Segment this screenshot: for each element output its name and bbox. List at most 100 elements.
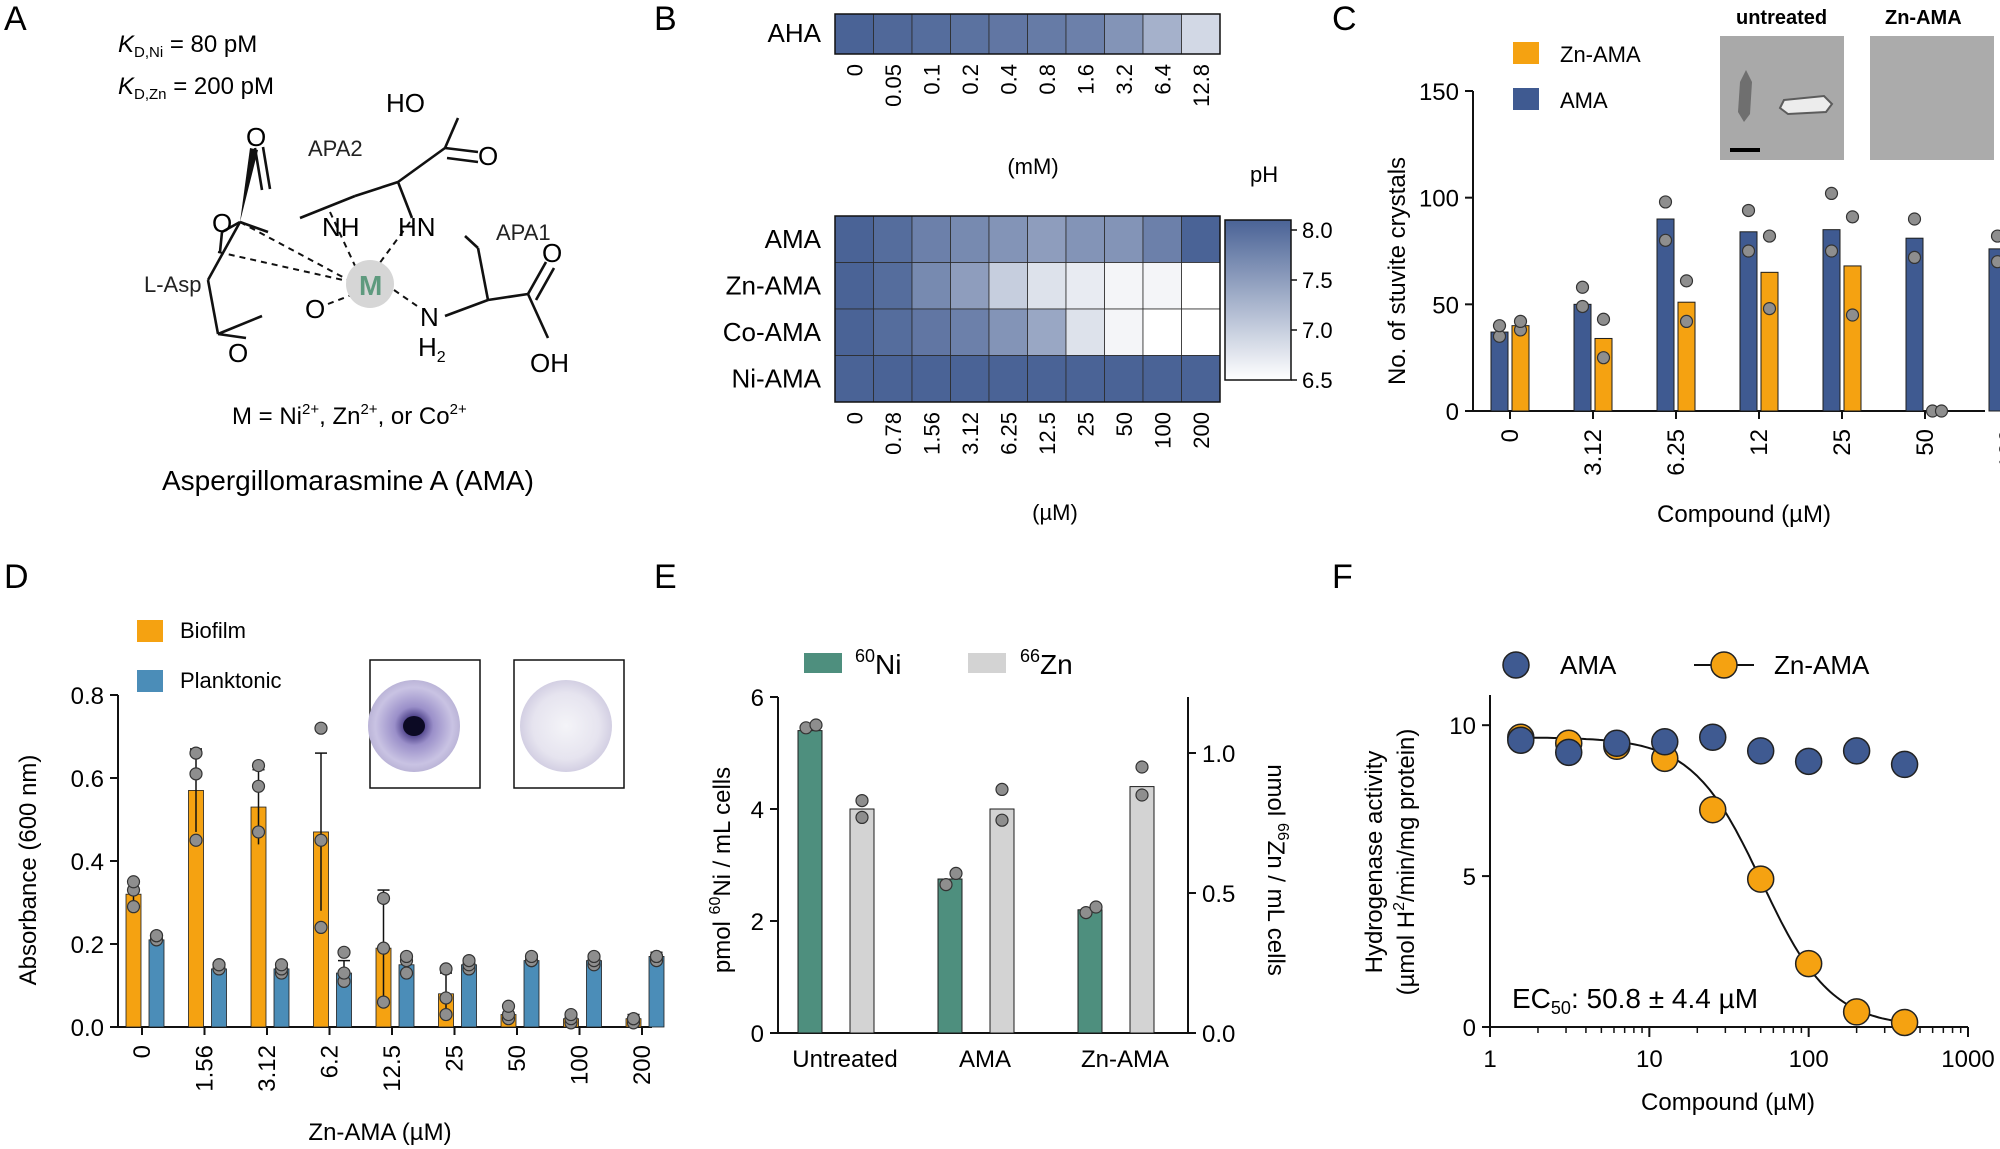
c-bar-ama [1905,237,1924,412]
d-y-tick-label: 0.8 [71,683,104,710]
colorbar-tick-label: 8.0 [1302,218,1333,243]
heatmap-row-label: AMA [765,224,822,254]
heatmap-cell [950,215,990,263]
f-legend-label-zn-ama: Zn-AMA [1774,650,1870,680]
heatmap-cell [834,13,874,55]
c-data-point [1824,244,1839,258]
e-legend-ni-mass: 60 [855,646,875,666]
f-legend-label-ama: AMA [1560,650,1617,680]
c-legend-label-ama: AMA [1560,88,1608,113]
atom-o-3: O [228,338,248,368]
ph-colorbar: pH 8.0 7.5 7.0 6.5 [1224,162,1333,393]
d-data-point [189,767,203,781]
c-data-point [1762,302,1777,316]
f-x-axis-label: Compound (µM) [1641,1089,1815,1116]
heatmap-cell [834,262,874,310]
d-data-point [251,825,266,839]
crystal-shape-2 [1778,94,1834,116]
heatmap-top-tick-label: 0.8 [1035,64,1060,95]
d-x-tick-label: 6.2 [317,1045,344,1078]
heatmap-bottom-tick-label: 1.56 [919,412,944,455]
heatmap-cell [950,262,990,310]
e-y-tick-label: 6 [751,685,764,712]
d-legend-label-biofilm: Biofilm [180,618,246,643]
c-data-point [1845,308,1860,322]
f-point-ama [1507,726,1535,755]
colorbar-gradient [1224,219,1292,381]
kd-zn-k: K [118,73,135,100]
d-data-point [649,949,664,964]
kd-ni-k: K [118,31,135,58]
d-y-tick-label: 0.2 [71,932,104,959]
f-y-tick-label: 0 [1463,1015,1476,1042]
d-legend-swatch-planktonic [137,670,163,692]
metal-definition: M = Ni2+, Zn2+, or Co2+ [232,401,467,430]
e-y2-label-post: Zn / mL cells [1262,841,1289,976]
f-y-label2-post: /min/mg protein) [1393,729,1420,902]
e-x-tick-label: Zn-AMA [1081,1046,1169,1073]
biofilm-bar-chart: 0.0 0.2 0.4 0.6 0.8 Absorbance (600 nm) Zn-AMA… [15,618,665,1146]
panel-label-b: B [654,0,677,38]
c-bar-ama [1822,229,1841,412]
heatmap-cell [1027,13,1067,55]
heatmap-cell [1142,215,1182,263]
heatmap-bottom-tick-label: 0.78 [881,412,906,455]
e-data-point-zn [1135,788,1149,802]
e-data-point-ni [1079,905,1093,920]
d-data-point [439,991,453,1005]
heatmap-cell [1065,262,1105,310]
heatmap-cell [1181,13,1221,55]
heatmap-cell [1104,262,1144,310]
c-legend-swatch-zn-ama [1513,42,1539,64]
c-y-tick-label: 0 [1446,399,1459,426]
c-data-point [1679,274,1694,288]
hydrogenase-dose-response: 0 5 10 1 10 100 1000 Compound (µM) Hydrogenase a… [1361,650,1995,1116]
e-data-point-zn [855,793,869,808]
d-data-point [564,1007,578,1022]
heatmap-cell [1181,355,1221,403]
f-point-zn-ama [1698,795,1727,824]
e-data-point-zn [995,782,1009,797]
panel-d-biofilm-chart: D 0.0 0.2 0.4 0.6 0.8 Absorbance (600 nm) Zn-A… [4,558,665,1146]
atom-ho: HO [386,88,425,118]
metal-def-mid2: , or Co [378,403,450,430]
atom-h: H [418,332,437,362]
heatmap-cell [1065,308,1105,356]
atom-o-6: O [542,238,562,268]
e-bar-zn [989,808,1015,1034]
d-data-point [126,900,141,914]
molecule-atoms: O O O O NH HN N H2 HO O O OH [212,88,569,378]
f-x-tick-label: 1000 [1941,1046,1994,1073]
f-ec50-sub: 50 [1551,998,1571,1018]
d-data-point [376,995,391,1009]
atom-o-1: O [246,122,266,152]
c-bar-ama [1573,303,1592,412]
colorbar-label: pH [1250,162,1278,187]
e-y2-tick-label: 0.5 [1202,881,1235,908]
heatmap-top-tick-label: 12.8 [1189,64,1214,107]
panel-a-structure: A KD,Ni = 80 pM KD,Zn = 200 pM [4,0,569,496]
heatmap-cell [873,215,913,263]
e-legend-ni-sym: Ni [875,649,901,680]
d-bar-planktonic [523,960,540,1028]
wedge-bond [240,148,258,222]
f-x-tick-label: 100 [1789,1046,1829,1073]
e-legend-zn-mass: 66 [1020,646,1040,666]
d-y-tick-label: 0.4 [71,849,104,876]
c-bar-ama [1656,218,1675,412]
c-y-tick-label: 150 [1419,79,1459,106]
atom-oh: OH [530,348,569,378]
well-zn-ama [520,680,612,772]
heatmap-cell [1142,262,1182,310]
d-data-point [524,949,539,964]
c-bar-ama [1988,248,2000,412]
e-data-point-zn [855,810,869,825]
inset-label-zn-ama: Zn-AMA [1885,7,1962,29]
c-x-tick-label: 6.25 [1663,429,1690,476]
d-bar-planktonic [211,968,227,1028]
metal-def-sup1: 2+ [302,401,319,418]
heatmap-top-tick-label: 1.6 [1073,64,1098,95]
metal-sphere [346,260,394,308]
